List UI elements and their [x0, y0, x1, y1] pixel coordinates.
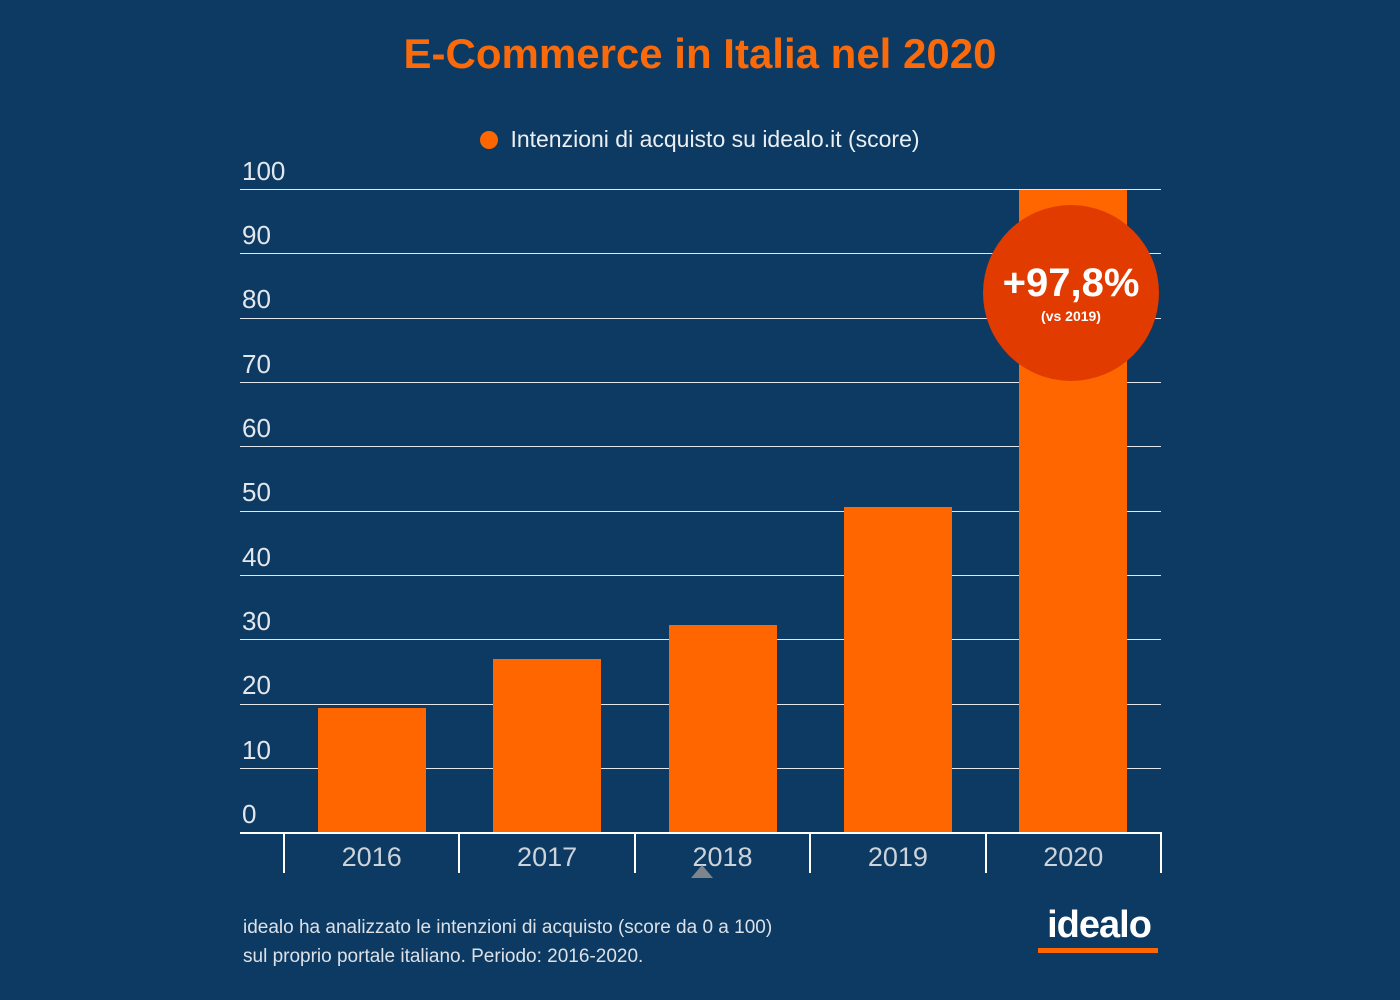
idealo-logo: idealo: [1038, 905, 1160, 953]
page-title: E-Commerce in Italia nel 2020: [403, 30, 997, 77]
x-axis-category-2016: 2016: [341, 842, 402, 872]
gridline-40: [240, 575, 1161, 577]
y-axis-tick-label: 30: [242, 605, 271, 636]
x-axis-tick: [1160, 834, 1162, 873]
x-axis-tick: [633, 834, 636, 873]
legend-label: Intenzioni di acquisto su idealo.it (sco…: [510, 126, 920, 152]
y-axis-tick-label: 100: [242, 155, 286, 186]
bar-2019: [843, 507, 952, 833]
footnote-line-2: sul proprio portale italiano. Periodo: 2…: [243, 946, 644, 967]
gridline-90: [240, 253, 1161, 255]
bar-2016: [317, 708, 426, 833]
y-axis-tick-label: 0: [242, 799, 257, 829]
y-axis-tick-label: 60: [242, 412, 271, 443]
highlight-triangle-icon: [691, 865, 713, 878]
idealo-logo-text: idealo: [1047, 904, 1152, 946]
y-axis-tick-label: 70: [242, 348, 271, 379]
x-axis-tick: [283, 834, 285, 873]
gridline-100: [240, 189, 1161, 190]
y-axis-tick-label: 10: [242, 734, 271, 765]
growth-badge-value: +97,8%: [1002, 261, 1140, 305]
idealo-logo-underline: [1038, 948, 1158, 953]
x-axis-tick: [809, 834, 812, 873]
x-axis-line: [240, 832, 1162, 834]
gridline-80: [240, 317, 1161, 319]
x-axis-tick: [458, 834, 461, 873]
y-axis-tick-label: 80: [242, 284, 271, 315]
legend: Intenzioni di acquisto su idealo.it (sco…: [0, 126, 1400, 153]
footnote-line-1: idealo ha analizzato le intenzioni di ac…: [243, 917, 773, 938]
growth-badge-comparison: (vs 2019): [1041, 308, 1101, 324]
y-axis-tick-label: 20: [242, 670, 271, 701]
gridline-60: [240, 446, 1161, 448]
x-axis-category-2019: 2019: [867, 842, 928, 872]
footnote: idealo ha analizzato le intenzioni di ac…: [243, 913, 772, 971]
y-axis-tick-label: 50: [242, 477, 271, 508]
x-axis-category-2018: 2018: [692, 842, 753, 872]
growth-badge: +97,8% (vs 2019): [983, 205, 1159, 381]
x-axis-category-2017: 2017: [517, 842, 578, 872]
y-axis-tick-label: 90: [242, 219, 271, 250]
bar-2018: [668, 624, 777, 833]
x-axis-tick: [984, 834, 987, 873]
gridline-70: [240, 382, 1161, 384]
bar-2017: [493, 659, 602, 833]
y-axis-tick-label: 40: [242, 541, 271, 572]
x-axis-category-2020: 2020: [1043, 842, 1104, 872]
gridline-50: [240, 510, 1161, 512]
legend-dot-icon: [480, 130, 499, 149]
